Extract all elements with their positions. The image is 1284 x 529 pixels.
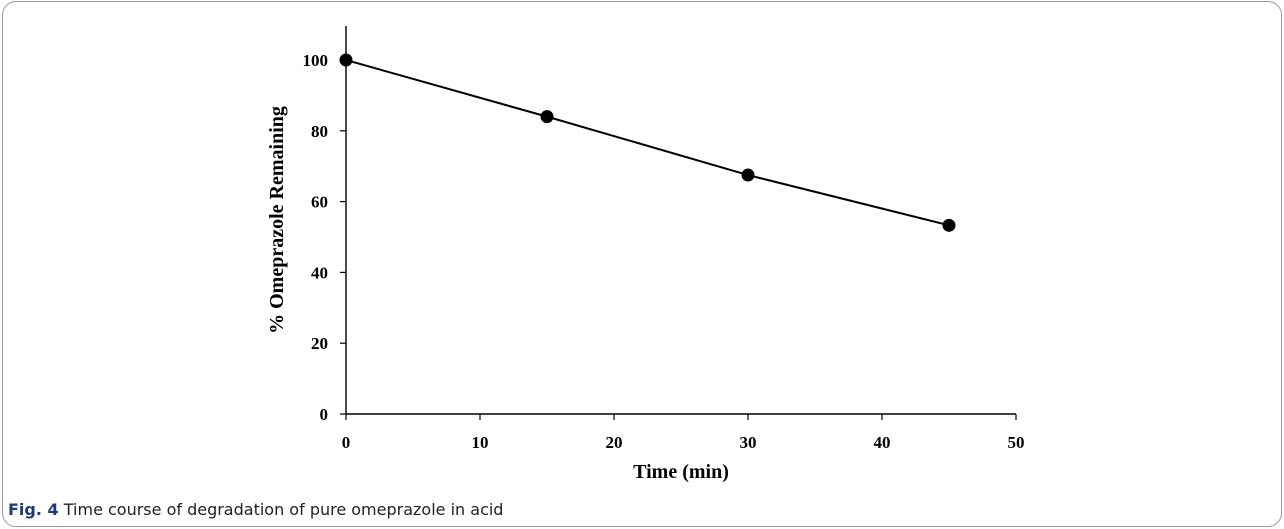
x-tick-label: 0 <box>342 433 351 452</box>
y-axis-title: % Omeprazole Remaining <box>266 106 288 334</box>
x-tick-label: 40 <box>874 433 891 452</box>
y-tick-label: 60 <box>311 193 328 212</box>
y-tick-label: 80 <box>311 122 328 141</box>
chart-ticks: 0 10 20 30 40 50 0 20 40 60 80 100 <box>303 51 1025 452</box>
chart-series <box>339 53 956 232</box>
y-tick-label: 0 <box>320 405 329 424</box>
x-tick-label: 20 <box>606 433 623 452</box>
x-tick-label: 30 <box>740 433 757 452</box>
figure-caption-label: Fig. 4 <box>8 500 59 519</box>
x-tick-label: 10 <box>472 433 489 452</box>
figure-caption-text: Time course of degradation of pure omepr… <box>63 500 504 519</box>
y-tick-label: 20 <box>311 334 328 353</box>
x-axis-title: Time (min) <box>633 461 729 483</box>
x-tick-label: 50 <box>1008 433 1025 452</box>
data-point <box>741 168 755 182</box>
data-point <box>540 110 554 124</box>
y-tick-label: 100 <box>303 51 329 70</box>
data-point <box>942 218 956 232</box>
series-line <box>345 59 950 227</box>
figure-caption: Fig. 4 Time course of degradation of pur… <box>8 500 503 519</box>
data-point <box>339 53 353 67</box>
chart-axes <box>345 26 1016 415</box>
y-tick-label: 40 <box>311 263 328 282</box>
